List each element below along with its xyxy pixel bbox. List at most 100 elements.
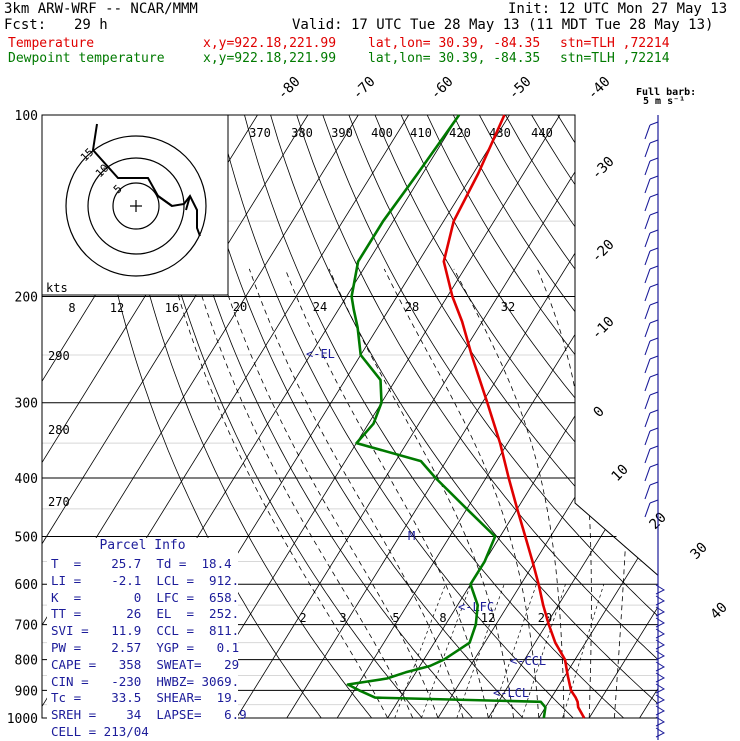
theta-label: 380: [291, 126, 313, 140]
moist-adiabat-line: [614, 269, 629, 718]
isobar-label: 400: [15, 472, 38, 487]
theta-label: 290: [48, 349, 70, 363]
dry-adiabat-line: [506, 115, 740, 718]
dry-adiabat-line: [479, 115, 740, 718]
moist-adiabat-line: [537, 269, 591, 718]
isotherm-line: [388, 115, 740, 718]
wind-barbs: [645, 115, 664, 740]
hodograph-speed-label: 8: [68, 301, 75, 315]
isotherm-label: -70: [350, 74, 379, 103]
isotherm-label: 40: [708, 600, 731, 623]
sounding-marker-label: <-LCL: [493, 686, 529, 700]
wind-barb: [656, 684, 664, 693]
theta-label: 390: [331, 126, 353, 140]
wind-barb: [656, 662, 664, 671]
isotherm-line: [640, 115, 740, 718]
isotherm-label: 0: [591, 404, 608, 421]
sounding-marker-label: <-CCL: [510, 654, 546, 668]
hodograph-speed-label: 12: [110, 301, 124, 315]
wind-barb: [656, 585, 664, 594]
wind-barb: [645, 266, 658, 283]
temperature-profile: [444, 115, 584, 718]
hodograph-speed-label: 16: [165, 301, 179, 315]
wind-barb: [656, 596, 664, 605]
mixing-ratio-label: 28: [405, 300, 419, 314]
isotherm-line: [539, 115, 740, 718]
parcel-info-row: Tc = 33.5 SHEAR= 19.: [47, 690, 238, 707]
wind-barb: [645, 212, 658, 229]
dewpoint-profile: [348, 115, 546, 718]
isotherm-label: -30: [589, 154, 618, 183]
wind-barb: [645, 320, 658, 337]
wind-barb: [645, 428, 658, 445]
wind-barb: [645, 410, 658, 427]
wind-barb: [656, 640, 664, 649]
wind-barb: [645, 302, 658, 319]
full-barb-value: 5 m s⁻¹: [643, 96, 685, 107]
mixing-ratio-label: 5: [392, 611, 399, 625]
wind-barb: [656, 629, 664, 638]
parcel-info-row: CAPE = 358 SWEAT= 29: [47, 657, 238, 674]
wind-barb: [645, 122, 658, 139]
sounding-marker-label: M: [408, 529, 415, 543]
wind-barb: [645, 482, 658, 499]
mixing-ratio-label: 24: [313, 300, 327, 314]
isotherm-label: -10: [589, 314, 618, 343]
dry-adiabat-line: [584, 115, 740, 718]
parcel-info-row: LI = -2.1 LCL = 912.: [47, 573, 238, 590]
theta-label: 280: [48, 423, 70, 437]
parcel-info-row: TT = 26 EL = 252.: [47, 606, 238, 623]
isotherm-label: -80: [275, 74, 304, 103]
dry-adiabat-line: [297, 115, 725, 718]
parcel-info-row: SREH = 34 LAPSE= 6.9: [47, 707, 238, 724]
theta-label: 430: [489, 126, 511, 140]
isotherm-label: 10: [609, 462, 632, 485]
wind-barb: [645, 338, 658, 355]
isotherm-label: -60: [428, 74, 457, 103]
wind-barb: [645, 140, 658, 157]
wind-barb: [645, 392, 658, 409]
mixing-ratio-line: [563, 584, 604, 718]
theta-label: 410: [410, 126, 432, 140]
moist-adiabat-line: [329, 269, 513, 718]
wind-barb: [645, 158, 658, 175]
isobar-label: 800: [15, 654, 38, 669]
parcel-info-row: PW = 2.57 YGP = 0.1: [47, 640, 238, 657]
mixing-ratio-label: 2: [299, 611, 306, 625]
wind-barb: [656, 706, 664, 715]
isobar-label: 1000: [7, 712, 38, 727]
isobar-label: 500: [15, 530, 38, 545]
isobar-label: 700: [15, 619, 38, 634]
parcel-info-row: K = 0 LFC = 658.: [47, 590, 238, 607]
isotherm-label: -20: [589, 237, 618, 266]
isobar-label: 600: [15, 578, 38, 593]
dry-adiabat-line: [375, 115, 740, 718]
theta-label: 370: [249, 126, 271, 140]
sounding-marker-label: <-EL: [306, 347, 335, 361]
isobar-label: 100: [15, 109, 38, 124]
isotherm-label: 30: [688, 540, 711, 563]
parcel-info-row: SVI = 11.9 CCL = 811.: [47, 623, 238, 640]
wind-barb: [645, 194, 658, 211]
wind-barb: [645, 464, 658, 481]
isobar-label: 200: [15, 291, 38, 306]
wind-barb: [645, 446, 658, 463]
wind-barb: [645, 374, 658, 391]
theta-label: 440: [531, 126, 553, 140]
isotherm-label: -40: [585, 74, 614, 103]
isotherm-label: -50: [506, 74, 535, 103]
wind-barb: [645, 176, 658, 193]
isotherm-line: [690, 115, 740, 718]
wind-barb: [656, 728, 664, 737]
isobar-label: 900: [15, 684, 38, 699]
dry-adiabat-line: [271, 115, 674, 718]
wind-barb: [645, 230, 658, 247]
theta-label: 270: [48, 495, 70, 509]
parcel-info-row: CIN = -230 HWBZ= 3069.: [47, 674, 238, 691]
mixing-ratio-label: 8: [439, 611, 446, 625]
dry-adiabat-line: [401, 115, 740, 718]
dry-adiabat-line: [532, 115, 740, 718]
mixing-ratio-label: 3: [339, 611, 346, 625]
wind-barb: [645, 356, 658, 373]
isotherm-line: [488, 115, 740, 718]
